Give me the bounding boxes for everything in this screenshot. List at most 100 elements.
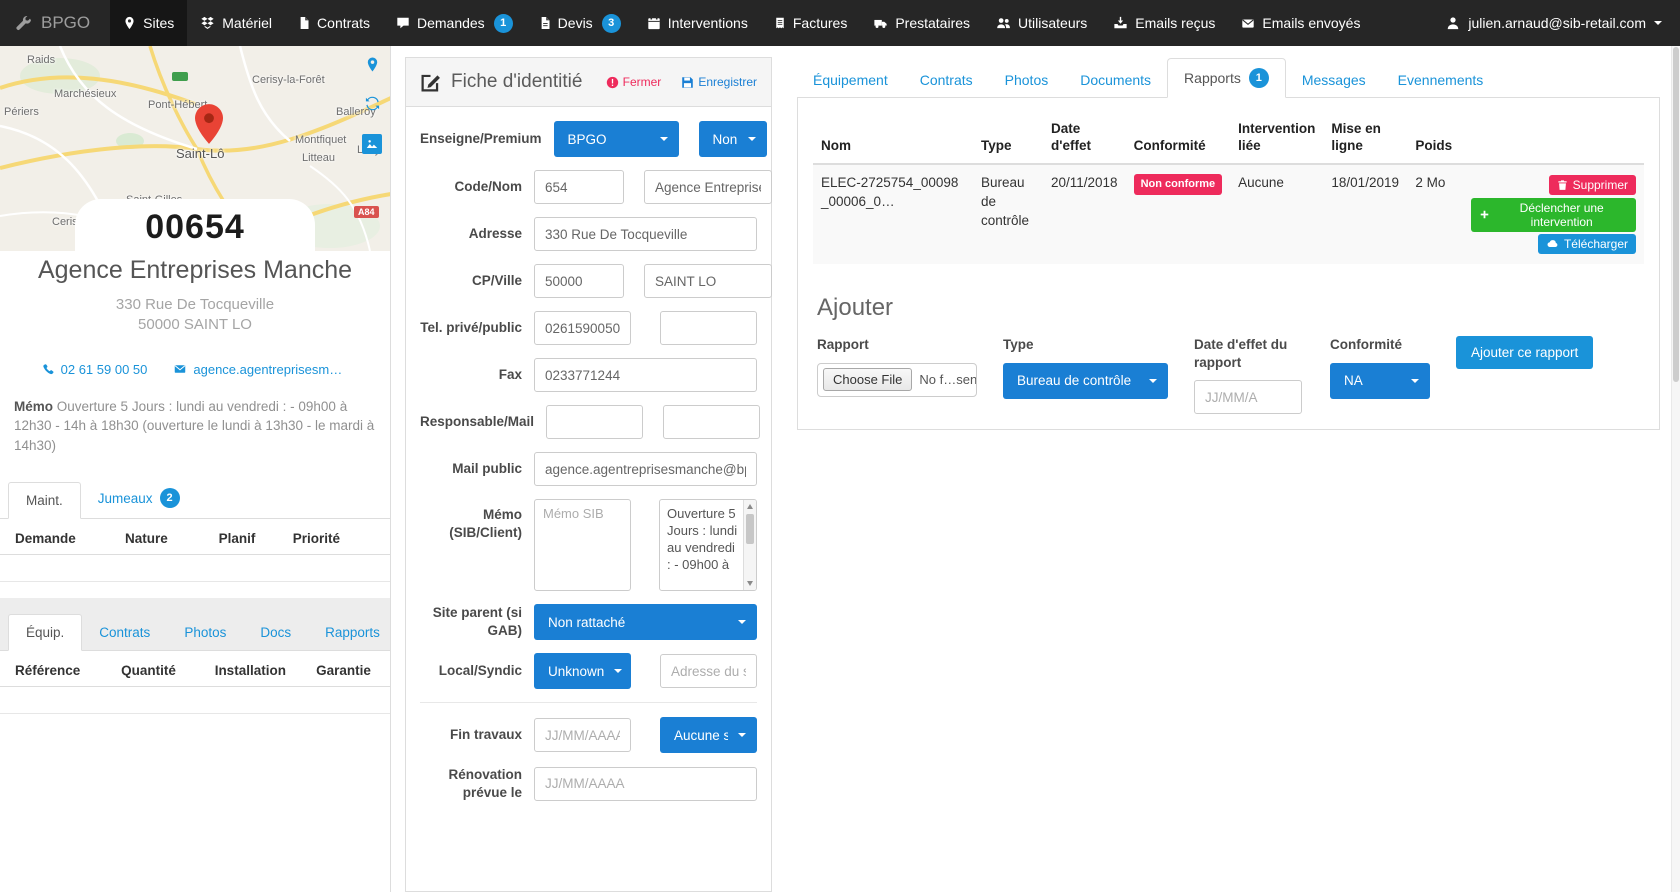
scroll-thumb[interactable]	[746, 514, 754, 544]
tab-equip[interactable]: Équip.	[8, 614, 83, 652]
box-icon	[200, 16, 215, 30]
tab-rapports-mini[interactable]: Rapports	[325, 625, 380, 641]
rapport-file-group: Rapport Choose File No f…sen	[817, 336, 977, 397]
memo-sib-textarea[interactable]	[534, 499, 631, 591]
rapports-panel: Équipement Contrats Photos Documents Rap…	[797, 46, 1660, 431]
nav-items: Sites Matériel Contrats Demandes 1 Devis…	[110, 0, 1373, 46]
tab-contrats[interactable]: Contrats	[919, 72, 973, 88]
phone-link[interactable]: 02 61 59 00 50	[42, 362, 147, 377]
nav-item-utilisateurs[interactable]: Utilisateurs	[983, 0, 1100, 46]
maint-tabs: Maint. Jumeaux 2	[0, 478, 390, 520]
email-link[interactable]: agence.agentreprisesma…	[173, 362, 348, 377]
field-label: Local/Syndic	[438, 663, 522, 679]
empty-row	[0, 686, 390, 715]
nav-item-sites[interactable]: Sites	[110, 0, 188, 46]
scroll-up-icon[interactable]	[747, 504, 753, 509]
cp-input[interactable]	[534, 264, 624, 298]
map-label: Saint-Lô	[176, 146, 225, 161]
column-header: Type	[973, 113, 1043, 165]
user-menu[interactable]: julien.arnaud@sib-retail.com	[1428, 0, 1680, 46]
page-scrollbar-thumb[interactable]	[1673, 47, 1679, 382]
enregistrer-button[interactable]: Enregistrer	[681, 75, 757, 89]
nav-item-factures[interactable]: Factures	[761, 0, 860, 46]
detail-tabs: Équipement Contrats Photos Documents Rap…	[797, 46, 1660, 98]
tab-jumeaux[interactable]: Jumeaux 2	[81, 478, 197, 518]
scroll-down-icon[interactable]	[747, 581, 753, 586]
tab-documents[interactable]: Documents	[1080, 72, 1152, 88]
supprimer-button[interactable]: Supprimer	[1548, 174, 1636, 195]
telecharger-button[interactable]: Télécharger	[1537, 233, 1636, 254]
nav-item-prestataires[interactable]: Prestataires	[860, 0, 983, 46]
nav-item-materiel[interactable]: Matériel	[187, 0, 285, 46]
tab-contrats-mini[interactable]: Contrats	[99, 625, 151, 641]
nav-item-devis[interactable]: Devis 3	[526, 0, 634, 46]
envelope-icon	[1241, 17, 1255, 30]
users-icon	[996, 16, 1011, 30]
field-label: Tel. privé/public	[420, 320, 522, 336]
type-rapport-select[interactable]: Bureau de contrôle	[1003, 362, 1168, 399]
map[interactable]: Raids Marchésieux Périers Pont-Hébert Ce…	[0, 46, 390, 251]
ville-input[interactable]	[644, 264, 772, 298]
image-icon[interactable]	[362, 134, 382, 154]
tab-maint[interactable]: Maint.	[8, 482, 81, 520]
tab-photos-mini[interactable]: Photos	[184, 625, 227, 641]
tab-evennements[interactable]: Evennements	[1397, 72, 1484, 88]
map-pin-control[interactable]	[365, 56, 380, 73]
page-scrollbar[interactable]	[1671, 46, 1680, 892]
tel-public-input[interactable]	[660, 311, 757, 345]
site-parent-select[interactable]: Non rattaché	[534, 604, 757, 640]
renovation-date-input[interactable]	[534, 766, 757, 801]
choose-file-button[interactable]: Choose File	[823, 368, 913, 392]
rapport-conformite: Non conforme	[1126, 164, 1231, 264]
nav-item-demandes[interactable]: Demandes 1	[383, 0, 526, 46]
map-label: Montfiquet	[295, 134, 347, 146]
fin-travaux-date-input[interactable]	[534, 718, 631, 752]
textarea-scrollbar[interactable]	[743, 500, 756, 590]
responsable-input[interactable]	[546, 405, 644, 439]
tab-rapports[interactable]: Rapports 1	[1167, 58, 1286, 98]
nav-item-emails-recus[interactable]: Emails reçus	[1100, 0, 1228, 46]
ajouter-rapport-button[interactable]: Ajouter ce rapport	[1456, 336, 1594, 370]
date-effet-input[interactable]	[1194, 380, 1302, 415]
memo-client-text: Ouverture 5 Jours : lundi au vendredi : …	[667, 506, 738, 573]
declencher-intervention-button[interactable]: Déclencher une intervention	[1471, 197, 1636, 232]
refresh-icon[interactable]	[364, 95, 381, 112]
brand: BPGO	[0, 0, 110, 46]
email-address: agence.agentreprisesma…	[193, 361, 349, 377]
tab-messages[interactable]: Messages	[1301, 72, 1366, 88]
fax-input[interactable]	[534, 358, 757, 392]
responsable-mail-input[interactable]	[663, 405, 761, 439]
nav-item-emails-envoyes[interactable]: Emails envoyés	[1228, 0, 1373, 46]
code-input[interactable]	[534, 170, 624, 204]
contact-row: 02 61 59 00 50 agence.agentreprisesma…	[12, 362, 378, 377]
fermer-button[interactable]: Fermer	[606, 75, 661, 89]
local-syndic-select[interactable]: Unknown	[534, 653, 631, 689]
column-header: Intervention liée	[1230, 113, 1324, 165]
enseigne-select[interactable]: BPGO	[553, 121, 679, 157]
file-input[interactable]: Choose File No f…sen	[817, 362, 977, 397]
adresse-syndic-input[interactable]	[660, 654, 757, 688]
table-row: ELEC-2725754_00098_00006_0… Bureau de co…	[813, 163, 1644, 265]
map-marker[interactable]	[195, 104, 223, 144]
equipements-table: Référence Quantité Installation Garantie	[0, 651, 390, 715]
mail-public-input[interactable]	[534, 452, 757, 486]
fin-travaux-select[interactable]: Aucune séle	[660, 717, 757, 753]
tab-equipement[interactable]: Équipement	[813, 72, 888, 88]
memo-client-textarea[interactable]: Ouverture 5 Jours : lundi au vendredi : …	[659, 499, 757, 591]
adresse-input[interactable]	[534, 217, 757, 251]
site-code-card: 00654	[75, 199, 315, 251]
fiche-title: Fiche d'identitié	[451, 71, 583, 92]
tab-photos[interactable]: Photos	[1004, 72, 1049, 88]
column-header: Garantie	[316, 663, 371, 679]
phone-icon	[42, 363, 55, 376]
conformite-select[interactable]: NA	[1330, 362, 1430, 399]
nav-item-interventions[interactable]: Interventions	[634, 0, 761, 46]
devis-badge: 3	[601, 13, 621, 33]
nav-item-contrats[interactable]: Contrats	[285, 0, 383, 46]
map-label: Raids	[27, 54, 56, 66]
rapport-poids: 2 Mo	[1415, 174, 1446, 190]
premium-select[interactable]: Non	[698, 121, 767, 157]
tel-prive-input[interactable]	[534, 311, 631, 345]
nom-input[interactable]	[644, 170, 772, 204]
tab-docs-mini[interactable]: Docs	[260, 625, 292, 641]
